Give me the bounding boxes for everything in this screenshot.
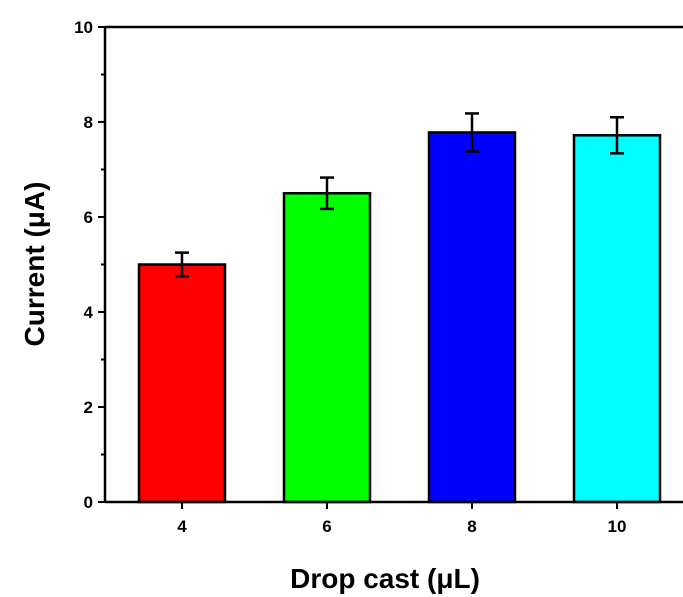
y-tick-label-2: 2 (84, 398, 93, 417)
bars-layer (137, 112, 662, 504)
y-tick-label-6: 6 (84, 208, 93, 227)
x-tick-label-6: 6 (322, 517, 331, 536)
bar-6 (282, 192, 372, 504)
x-tick-label-10: 10 (608, 517, 627, 536)
labels-layer: 0 2 4 6 8 10 4 6 8 10 (74, 18, 626, 536)
bar-10 (572, 134, 662, 504)
y-tick-label-0: 0 (84, 493, 93, 512)
bar-8 (427, 131, 517, 504)
y-tick-label-4: 4 (84, 303, 94, 322)
x-tick-label-4: 4 (177, 517, 187, 536)
x-tick-label-8: 8 (467, 517, 476, 536)
x-axis-title: Drop cast (μL) (290, 563, 480, 594)
axes-layer (98, 25, 683, 509)
y-axis-title: Current (μA) (19, 182, 50, 347)
bar-4 (137, 263, 227, 504)
y-tick-label-8: 8 (84, 113, 93, 132)
y-tick-label-10: 10 (74, 18, 93, 37)
